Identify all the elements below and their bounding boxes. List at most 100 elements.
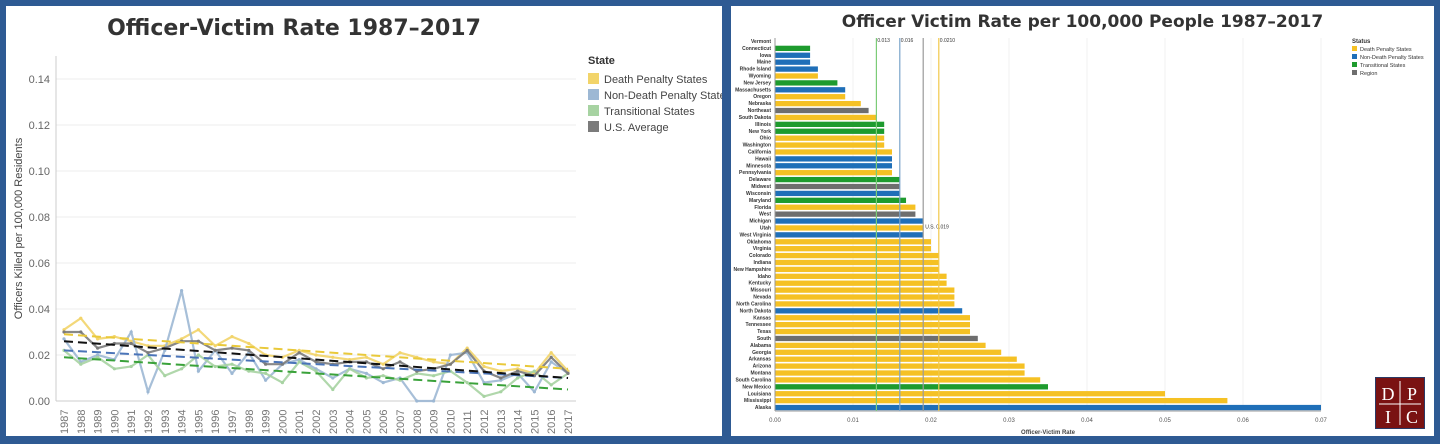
data-point-us — [499, 376, 503, 380]
x-tick-label: 2000 — [277, 410, 289, 434]
x-tick-label: 2008 — [412, 410, 424, 434]
data-point-transitional — [381, 374, 385, 378]
data-point-us — [280, 362, 284, 366]
data-point-non_death — [532, 390, 537, 394]
data-point-us — [516, 369, 520, 373]
bar-death — [775, 315, 970, 321]
data-point-non_death — [381, 381, 385, 385]
data-point-death — [516, 367, 520, 371]
trend-line-transitional — [63, 356, 569, 391]
y-tick-label: 0.12 — [29, 120, 50, 132]
category-label: Nebraska — [748, 101, 771, 107]
x-tick-label: 1990 — [109, 410, 121, 434]
x-tick-label: 0.01 — [847, 418, 859, 424]
category-label: Mississippi — [744, 398, 772, 404]
bar-death — [775, 391, 1165, 397]
category-label: New Mexico — [742, 384, 771, 390]
bar-transitional — [775, 384, 1048, 390]
bar-region — [775, 183, 900, 190]
data-point-us — [79, 330, 83, 334]
legend-swatch-non_death_bar — [1352, 54, 1357, 59]
data-point-us — [213, 348, 217, 352]
bar-transitional — [775, 80, 838, 86]
category-label: North Dakota — [740, 308, 772, 314]
left-chart-title: Officer-Victim Rate 1987–2017 — [107, 16, 481, 41]
bar-death — [775, 73, 818, 79]
x-tick-label: 1997 — [227, 410, 239, 434]
x-tick-label: 2010 — [445, 410, 457, 434]
x-tick-label: 0.06 — [1237, 418, 1249, 424]
data-point-us — [146, 351, 150, 355]
data-point-death — [381, 362, 385, 366]
category-label: New York — [749, 129, 772, 135]
reference-label-non_death: 0.016 — [901, 38, 914, 44]
category-label: Wyoming — [749, 74, 771, 80]
bar-death — [775, 94, 846, 100]
data-point-transitional — [129, 364, 133, 369]
data-point-non_death — [264, 378, 268, 382]
x-tick-label: 2007 — [395, 410, 407, 434]
bar-non_death — [775, 66, 818, 72]
category-label: Alaska — [755, 405, 771, 411]
legend-label-transitional_bar: Transitional States — [1360, 63, 1406, 69]
logo-letter-p: P — [1407, 384, 1417, 404]
data-point-non_death — [415, 399, 419, 403]
category-label: Florida — [754, 205, 771, 211]
data-point-us — [549, 355, 553, 359]
bar-death — [775, 356, 1017, 362]
category-label: Colorado — [749, 253, 771, 259]
legend-label-non_death: Non-Death Penalty States — [604, 90, 722, 102]
data-point-transitional — [432, 374, 436, 378]
data-point-death — [247, 341, 251, 346]
data-point-death — [398, 351, 402, 355]
x-tick-label: 2011 — [462, 410, 474, 434]
data-point-death — [79, 316, 83, 320]
data-point-death — [96, 337, 100, 341]
reference-label-us: U.S. 0.019 — [925, 225, 949, 231]
x-tick-label: 0.07 — [1315, 418, 1327, 424]
logo-letter-d: D — [1382, 384, 1395, 404]
category-label: Kansas — [753, 315, 771, 321]
category-label: Montana — [750, 371, 771, 377]
reference-label-transitional: 0.013 — [877, 38, 890, 44]
data-point-transitional — [280, 381, 284, 385]
x-tick-label: 2003 — [328, 410, 340, 434]
category-label: Georgia — [752, 350, 771, 356]
data-point-death — [465, 346, 469, 350]
bar-death — [775, 397, 1228, 404]
data-point-transitional — [196, 353, 200, 357]
data-point-us — [129, 341, 133, 346]
data-point-death — [230, 335, 234, 339]
data-point-non_death — [432, 399, 436, 403]
bar-non_death — [775, 232, 924, 238]
y-tick-label: 0.14 — [29, 74, 50, 86]
data-point-transitional — [482, 394, 486, 398]
bar-death — [775, 328, 970, 335]
data-point-transitional — [331, 387, 335, 392]
data-point-death — [432, 360, 436, 364]
category-label: Hawaii — [755, 156, 771, 162]
x-tick-label: 2015 — [529, 410, 541, 434]
y-tick-label: 0.08 — [29, 212, 50, 224]
category-label: West Virginia — [740, 232, 772, 238]
data-point-us — [314, 360, 318, 364]
x-tick-label: 2014 — [513, 410, 525, 434]
x-tick-label: 0.03 — [1003, 418, 1015, 424]
x-tick-label: 2006 — [378, 410, 390, 434]
bar-non_death — [775, 52, 811, 58]
category-label: Rhode Island — [740, 67, 771, 73]
data-point-transitional — [79, 362, 83, 366]
data-point-death — [549, 351, 553, 355]
data-point-us — [398, 360, 402, 364]
x-tick-label: 2009 — [429, 410, 441, 434]
bar-death — [775, 259, 939, 266]
data-point-death — [213, 344, 217, 348]
data-point-death — [482, 364, 486, 369]
category-label: Maryland — [749, 198, 771, 204]
data-point-transitional — [516, 376, 520, 380]
data-point-us — [264, 362, 268, 366]
y-tick-label: 0.10 — [29, 166, 50, 178]
category-label: Connecticut — [742, 46, 771, 52]
data-point-transitional — [314, 369, 318, 373]
y-axis-label: Officers Killed per 100,000 Residents — [13, 137, 25, 319]
